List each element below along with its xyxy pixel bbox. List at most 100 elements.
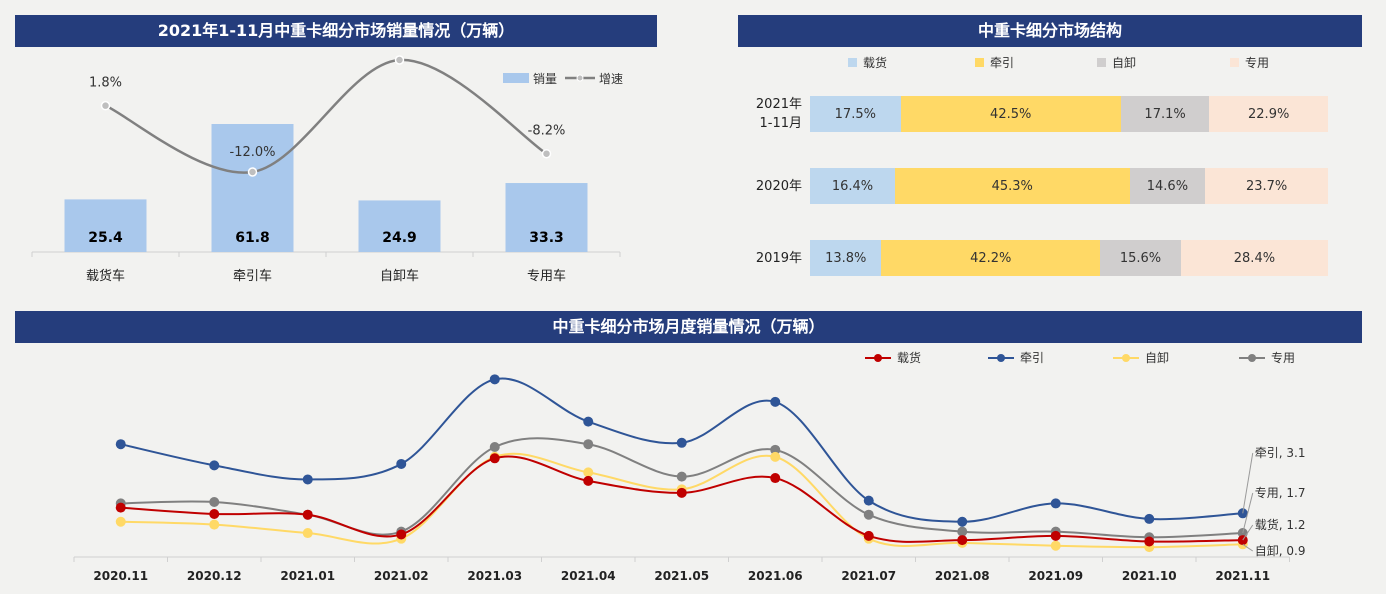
series-point-载货 — [1050, 530, 1061, 541]
end-label: 自卸, 0.9 — [1255, 543, 1306, 558]
growth-point — [541, 148, 552, 159]
leader-line — [1242, 492, 1254, 534]
structure-segment: 42.5% — [900, 96, 1121, 132]
structure-legend-item: 载货 — [848, 54, 887, 71]
structure-segment: 42.2% — [881, 240, 1101, 276]
x-tick-label: 2021.10 — [1122, 569, 1177, 583]
series-point-专用 — [957, 526, 968, 537]
growth-value-label: 1.8% — [89, 76, 122, 91]
structure-segment: 14.6% — [1129, 168, 1206, 204]
legend-label-growth: 增速 — [599, 72, 623, 86]
series-point-载货 — [863, 530, 874, 541]
series-point-牵引 — [1050, 498, 1061, 509]
structure-segment: 17.5% — [810, 96, 901, 132]
series-point-牵引 — [1144, 513, 1155, 524]
end-label: 专用, 1.7 — [1255, 485, 1306, 500]
structure-chart-title: 中重卡细分市场结构 — [738, 15, 1362, 47]
bar-自卸车 — [358, 200, 441, 252]
legend-swatch-sales — [503, 73, 529, 83]
series-point-牵引 — [489, 374, 500, 385]
leader-line — [1242, 524, 1254, 541]
series-point-载货 — [583, 475, 594, 486]
structure-legend-item: 牵引 — [975, 54, 1014, 71]
structure-row-label: 2020年 — [740, 177, 802, 196]
x-tick-label: 载货车 — [86, 268, 125, 284]
leader-line — [1242, 452, 1254, 514]
x-tick-label: 2021.07 — [841, 569, 896, 583]
structure-segment: 17.1% — [1120, 96, 1210, 132]
x-tick-label: 2021.05 — [654, 569, 709, 583]
x-tick-label: 2021.01 — [280, 569, 335, 583]
series-point-牵引 — [115, 439, 126, 450]
structure-segment: 28.4% — [1180, 240, 1328, 276]
legend-marker-growth — [576, 74, 584, 82]
series-point-牵引 — [957, 516, 968, 527]
structure-legend: 载货 牵引 自卸 专用 — [740, 52, 1360, 72]
growth-point — [247, 167, 258, 177]
legend-label: 载货 — [863, 56, 888, 70]
series-point-载货 — [1144, 536, 1155, 547]
end-label: 载货, 1.2 — [1255, 517, 1306, 532]
series-point-牵引 — [209, 460, 220, 471]
series-point-载货 — [770, 473, 781, 484]
end-label: 牵引, 3.1 — [1255, 446, 1306, 460]
sales-chart-title: 2021年1-11月中重卡细分市场销量情况（万辆） — [15, 15, 657, 47]
x-tick-label: 2021.11 — [1215, 569, 1270, 583]
series-line-载货 — [120, 455, 1243, 543]
series-point-载货 — [957, 535, 968, 546]
legend-swatch — [1230, 58, 1239, 67]
legend-label: 自卸 — [1112, 56, 1137, 70]
structure-segment: 16.4% — [810, 168, 895, 204]
monthly-line-chart: 2020.11 2020.12 2021.01 2021.02 2021.03 2021.… — [73, 350, 1306, 583]
legend-marker-专用 — [1248, 354, 1256, 362]
legend-marker-自卸 — [1122, 354, 1130, 362]
legend-label: 自卸 — [1145, 350, 1169, 365]
structure-bar: 13.8% 42.2% 15.6% 28.4% — [810, 240, 1328, 276]
x-tick-label: 专用车 — [527, 268, 566, 284]
series-point-牵引 — [863, 495, 874, 506]
series-point-载货 — [209, 508, 220, 519]
x-tick-label: 2021.04 — [561, 569, 616, 583]
structure-segment: 13.8% — [810, 240, 882, 276]
series-point-牵引 — [302, 474, 313, 485]
legend-label: 专用 — [1271, 350, 1295, 365]
structure-legend-item: 专用 — [1230, 54, 1269, 71]
series-point-自卸 — [115, 516, 126, 527]
legend-marker-牵引 — [997, 354, 1005, 362]
structure-row-label-line: 2021年 — [755, 97, 802, 112]
legend-label: 牵引 — [1020, 351, 1044, 365]
bar-载货车 — [64, 199, 147, 252]
x-tick-label: 2021.03 — [467, 569, 522, 583]
structure-row-label-line: 2019年 — [755, 250, 802, 266]
series-point-牵引 — [396, 458, 407, 469]
structure-legend-item: 自卸 — [1097, 54, 1136, 71]
x-tick-label: 2020.11 — [93, 569, 148, 583]
structure-row-label-line: 1-11月 — [759, 116, 802, 131]
bar-专用车 — [505, 183, 588, 252]
x-tick-label: 2021.09 — [1028, 569, 1083, 583]
series-point-载货 — [676, 487, 687, 498]
growth-point — [100, 100, 111, 111]
legend-label-sales: 销量 — [533, 72, 557, 86]
legend-swatch — [848, 58, 857, 67]
structure-segment: 23.7% — [1205, 168, 1328, 204]
series-point-自卸 — [583, 467, 594, 478]
series-point-专用 — [489, 442, 500, 453]
growth-value-label: -12.0% — [230, 145, 276, 160]
structure-row-label: 2021年 1-11月 — [740, 95, 802, 133]
structure-segment: 45.3% — [894, 168, 1130, 204]
series-point-专用 — [583, 439, 594, 450]
x-tick-label: 牵引车 — [233, 268, 272, 284]
bar-牵引车 — [211, 124, 294, 252]
series-point-载货 — [1237, 535, 1248, 546]
legend-swatch — [975, 58, 984, 67]
series-point-自卸 — [770, 451, 781, 462]
series-point-自卸 — [302, 528, 313, 539]
structure-bar: 16.4% 45.3% 14.6% 23.7% — [810, 168, 1328, 204]
x-tick-label: 2021.08 — [935, 569, 990, 583]
structure-bar: 17.5% 42.5% 17.1% 22.9% — [810, 96, 1328, 132]
legend-swatch — [1097, 58, 1106, 67]
structure-segment: 15.6% — [1100, 240, 1181, 276]
structure-row-label-line: 2020年 — [755, 178, 802, 194]
series-point-载货 — [396, 529, 407, 540]
